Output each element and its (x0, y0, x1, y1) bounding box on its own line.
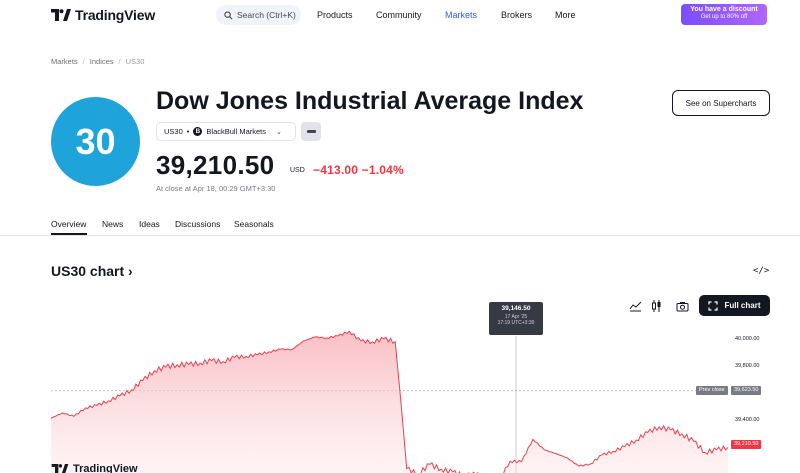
prev-close-label: Prev close (696, 386, 728, 395)
breadcrumb-separator: / (118, 57, 121, 66)
candles-chart-style-button[interactable] (646, 297, 666, 315)
breadcrumb-current: US30 (125, 57, 145, 66)
breadcrumb: Markets / Indices / US30 (51, 57, 144, 66)
last-price-label: 39,210.50 (731, 440, 762, 449)
see-on-supercharts-button[interactable]: See on Supercharts (672, 90, 770, 116)
full-chart-button[interactable]: Full chart (699, 295, 770, 316)
last-price: 39,210.50 (156, 150, 275, 180)
area-chart-style-button[interactable] (625, 297, 645, 315)
price-currency: USD (290, 167, 305, 174)
tab-overview[interactable]: Overview (51, 219, 87, 229)
tradingview-logo-icon (51, 464, 69, 473)
snapshot-button[interactable] (672, 297, 692, 315)
tab-ideas[interactable]: Ideas (139, 219, 160, 229)
market-closed-icon (306, 130, 316, 133)
nav-link-community[interactable]: Community (376, 10, 422, 20)
expand-icon (708, 300, 719, 311)
discount-promo-button[interactable]: You have a discount Get up to 80% off (681, 4, 767, 25)
tooltip-value: 39,146.50 (501, 305, 531, 312)
watermark-text: TradingView (73, 463, 138, 473)
tab-seasonals[interactable]: Seasonals (234, 219, 274, 229)
tradingview-logo-icon (51, 9, 71, 21)
price-chart[interactable] (0, 296, 800, 473)
chart-heading[interactable]: US30 chart › (51, 263, 133, 279)
camera-icon (676, 301, 688, 311)
y-axis-tick: 40,000.00 (735, 336, 760, 342)
breadcrumb-indices[interactable]: Indices (89, 57, 114, 66)
nav-link-markets[interactable]: Markets (445, 10, 478, 20)
top-nav: TradingView Search (Ctrl+K) Products Com… (0, 0, 800, 30)
chart-heading-text: US30 chart (51, 263, 125, 279)
tab-news[interactable]: News (102, 219, 124, 229)
tradingview-logo[interactable]: TradingView (51, 7, 155, 23)
full-chart-label: Full chart (724, 301, 761, 310)
nav-link-products[interactable]: Products (317, 10, 353, 20)
area-chart-icon (629, 301, 641, 311)
chevron-down-icon: ⌄ (276, 128, 282, 136)
promo-subtitle: Get up to 80% off (700, 14, 748, 20)
nav-link-more[interactable]: More (555, 10, 576, 20)
tab-discussions[interactable]: Discussions (175, 219, 221, 229)
tooltip-time: 17:19 UTC+3:30 (497, 320, 535, 326)
search-input[interactable]: Search (Ctrl+K) (216, 5, 301, 25)
prev-close-value: 39,623.50 (731, 386, 762, 395)
promo-title: You have a discount (690, 6, 758, 13)
breadcrumb-separator: / (82, 57, 85, 66)
y-axis-tick: 39,400.00 (735, 417, 760, 423)
breadcrumb-markets[interactable]: Markets (51, 57, 78, 66)
candlestick-icon (651, 300, 660, 312)
market-status-button[interactable] (301, 122, 321, 141)
separator-dot: • (186, 127, 190, 136)
price-change: −413.00 −1.04% (313, 163, 404, 177)
close-timestamp: At close at Apr 18, 00:29 GMT+3:30 (156, 184, 276, 193)
search-icon (224, 10, 233, 19)
page-title: Dow Jones Industrial Average Index (156, 87, 584, 115)
search-placeholder: Search (Ctrl+K) (237, 10, 296, 20)
nav-link-brokers[interactable]: Brokers (501, 10, 533, 20)
symbol-exchange-selector[interactable]: US30 • B BlackBull Markets ⌄ (156, 122, 296, 141)
symbol-ticker: US30 (164, 127, 183, 136)
crosshair-tooltip: 39,146.50 17 Apr '25 17:19 UTC+3:30 (489, 302, 543, 335)
tooltip-date: 17 Apr '25 (504, 314, 528, 320)
logo-text: TradingView (75, 7, 156, 23)
price-area-fill (51, 331, 728, 473)
embed-code-icon[interactable]: </> (753, 266, 770, 276)
y-axis-tick: 39,800.00 (735, 363, 760, 369)
active-tab-indicator (51, 233, 87, 235)
divider (0, 235, 800, 236)
broker-name: BlackBull Markets (206, 127, 267, 136)
tradingview-watermark: TradingView (51, 463, 138, 473)
symbol-logo: 30 (51, 97, 140, 186)
price-line (50, 330, 729, 473)
chevron-right-icon: › (128, 263, 133, 279)
broker-icon: B (193, 127, 203, 136)
